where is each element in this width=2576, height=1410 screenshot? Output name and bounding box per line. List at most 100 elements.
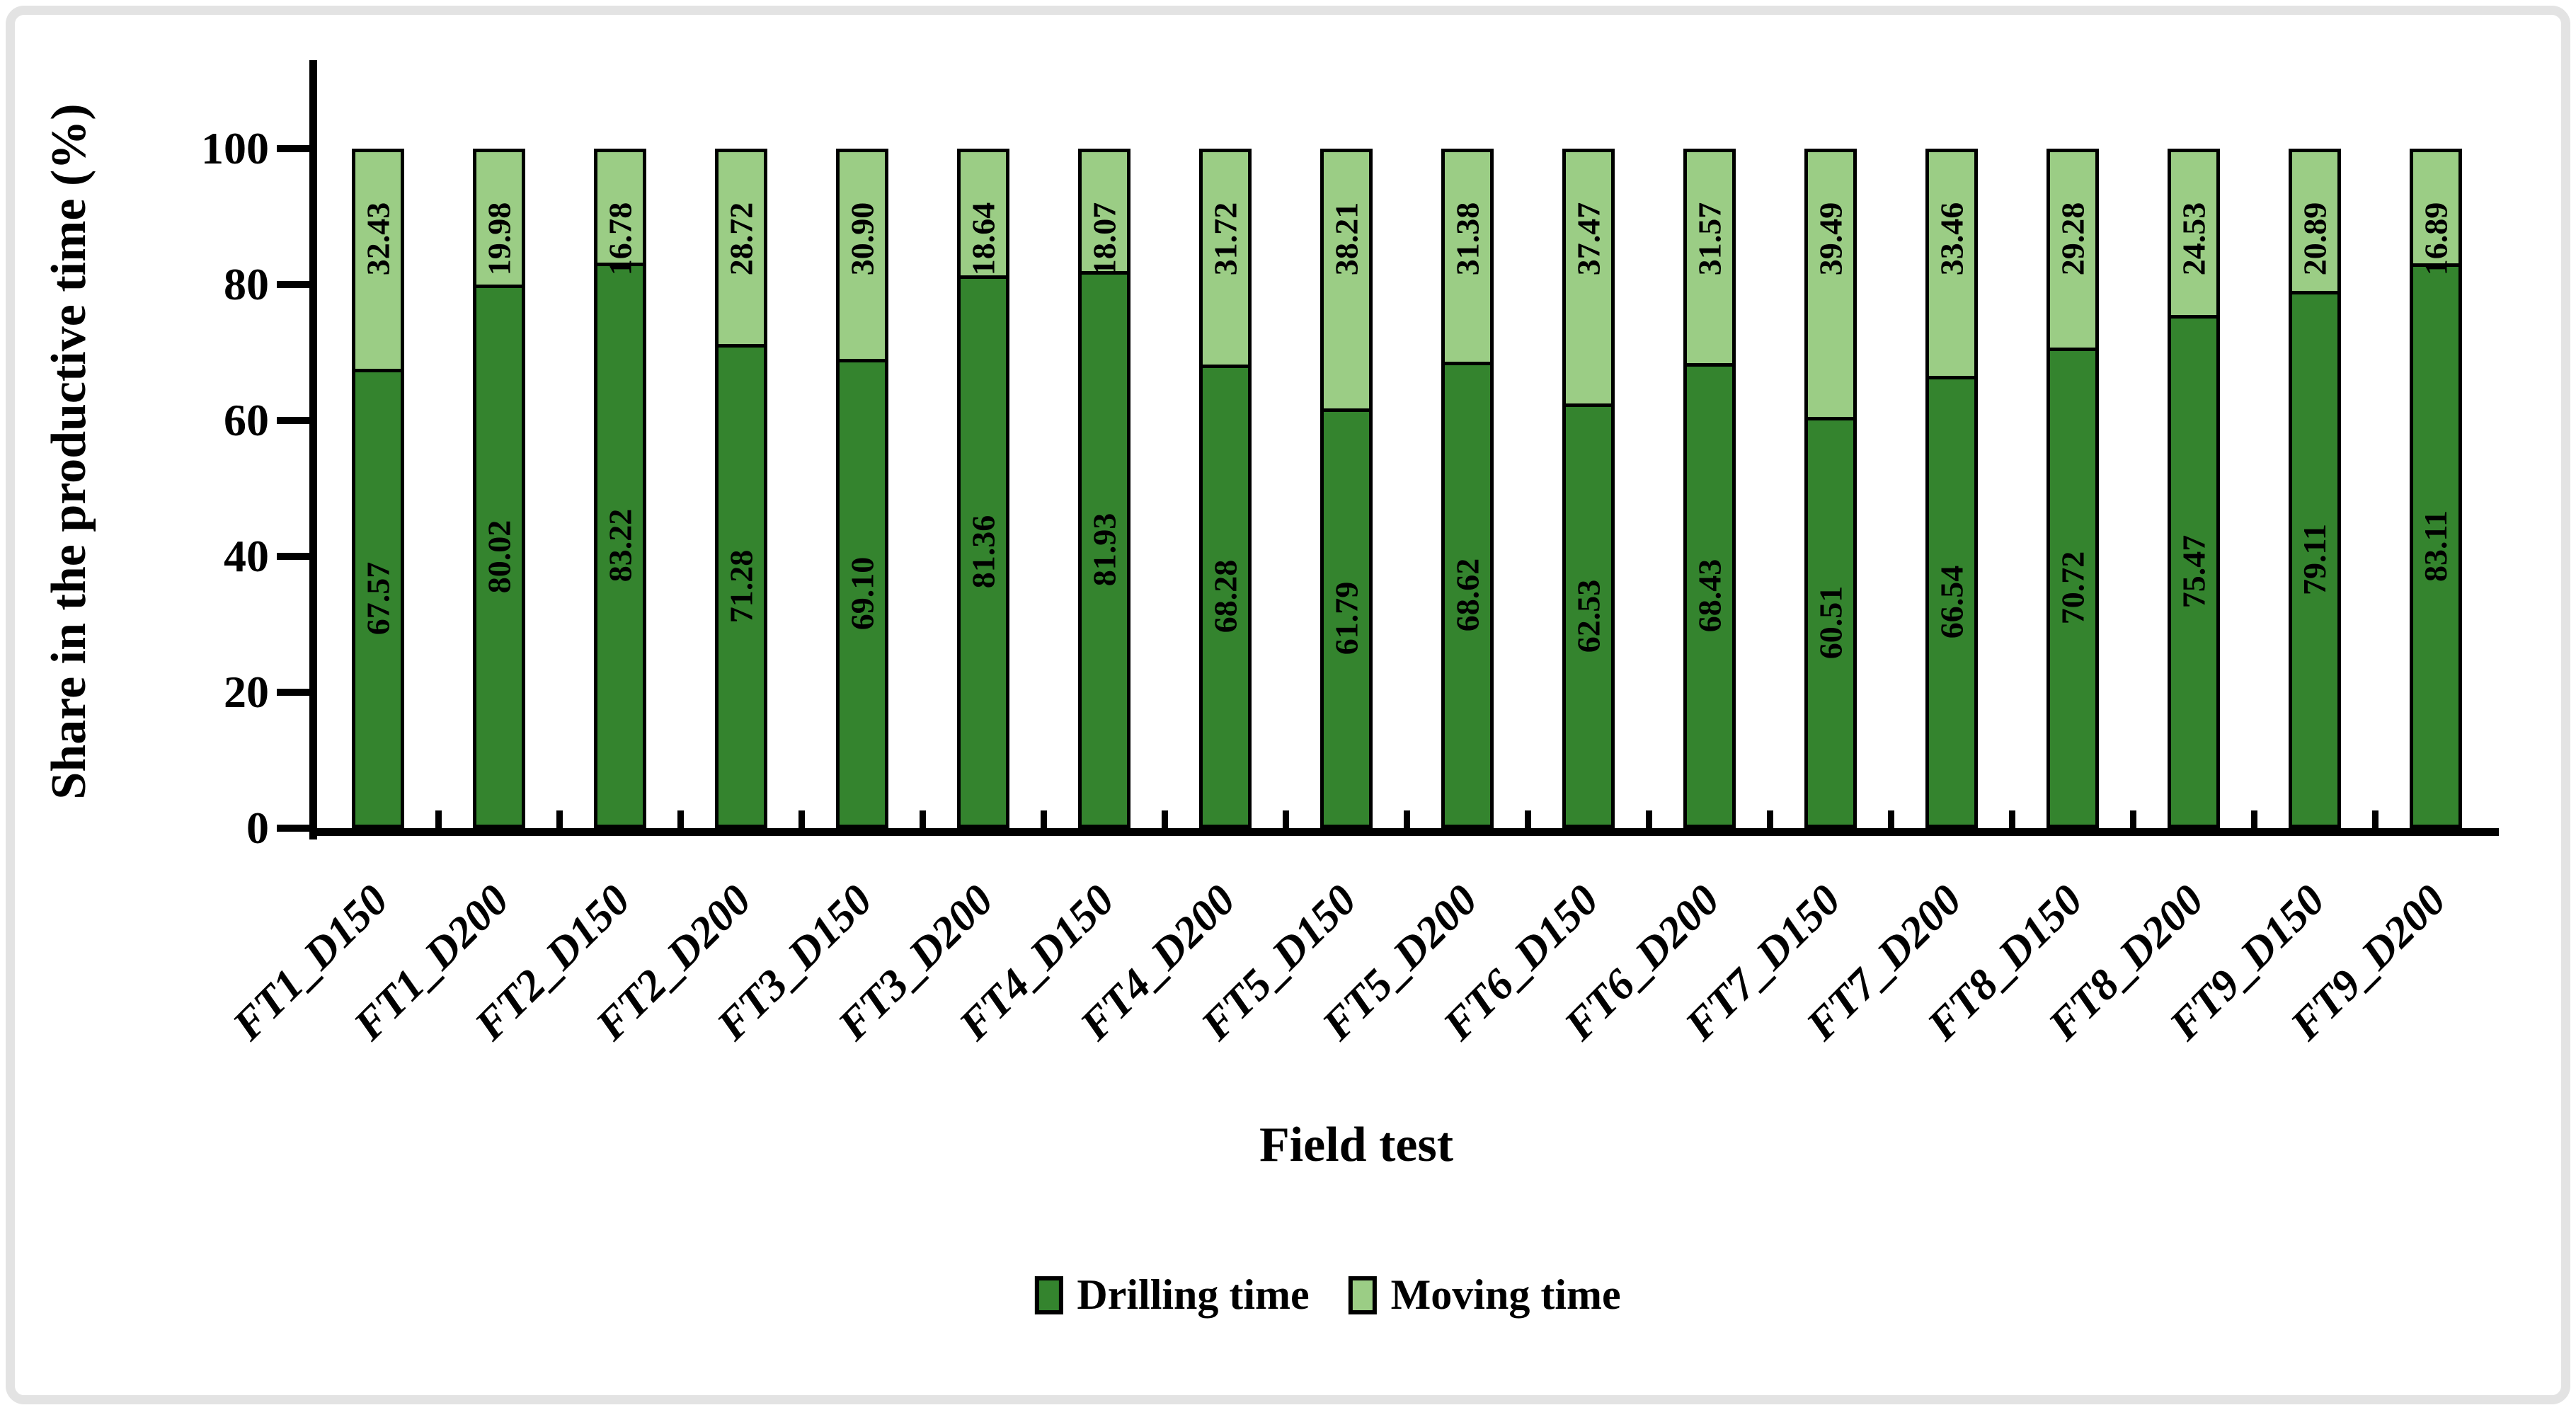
bar-segment-drilling [1925, 376, 1978, 828]
bar-segment-drilling [2167, 315, 2220, 828]
legend-item: Drilling time [1034, 1271, 1310, 1319]
value-label-drilling: 79.11 [2289, 291, 2341, 828]
value-label-text: 18.07 [1086, 202, 1122, 275]
bar-segment-drilling [1804, 417, 1857, 828]
value-label-text: 66.54 [1933, 565, 1969, 639]
y-tick-mark [277, 417, 309, 424]
y-tick-label: 100 [201, 123, 269, 173]
value-label-text: 39.49 [1812, 202, 1848, 275]
value-label-text: 31.57 [1691, 202, 1727, 275]
bar-segment-moving [956, 149, 1009, 275]
stacked-bar: 30.90 69.10 [835, 149, 888, 828]
y-tick-label: 0 [246, 803, 269, 853]
bar-segment-moving [1198, 149, 1252, 365]
value-label-text: 60.51 [1812, 585, 1848, 660]
value-label-drilling: 68.62 [1441, 362, 1494, 828]
value-label-text: 83.11 [2417, 510, 2454, 582]
bar-segment-moving [472, 149, 525, 285]
value-label-text: 20.89 [2296, 202, 2332, 275]
value-label-text: 68.43 [1691, 558, 1727, 633]
value-label-drilling: 66.54 [1925, 376, 1978, 828]
value-label-text: 19.98 [481, 202, 517, 275]
x-tick-mark [2009, 810, 2015, 828]
value-label-text: 31.38 [1449, 202, 1485, 275]
bar-segment-drilling [2046, 348, 2099, 828]
bar-segment-moving [351, 149, 404, 369]
value-label-text: 81.36 [965, 515, 1001, 589]
x-tick-mark [920, 810, 926, 828]
legend-label: Drilling time [1077, 1271, 1310, 1318]
value-label-text: 37.47 [1570, 202, 1606, 275]
y-tick-label: 60 [224, 395, 269, 445]
stacked-bar: 16.89 83.11 [2409, 149, 2462, 828]
value-label-text: 68.28 [1207, 559, 1243, 634]
bar-segment-moving [1320, 149, 1373, 408]
bar-segment-moving [2167, 149, 2220, 315]
value-label-drilling: 62.53 [1562, 403, 1615, 828]
value-label-moving: 38.21 [1320, 157, 1373, 320]
value-label-drilling: 67.57 [352, 369, 404, 828]
value-label-moving: 31.57 [1683, 157, 1736, 320]
value-label-moving: 37.47 [1562, 157, 1615, 320]
value-label-drilling: 83.11 [2410, 263, 2462, 828]
bar-segment-moving [593, 149, 646, 263]
value-label-text: 30.90 [844, 202, 880, 275]
value-label-text: 83.22 [602, 508, 638, 583]
x-axis-line [309, 828, 2499, 836]
x-tick-mark [1525, 810, 1531, 828]
stacked-bar: 24.53 75.47 [2167, 149, 2220, 828]
x-tick-mark [1646, 810, 1652, 828]
bar-segment-drilling [1320, 408, 1373, 828]
bar-segment-drilling [351, 369, 404, 828]
x-tick-mark [556, 810, 563, 828]
bar-segment-moving [1562, 149, 1615, 403]
value-label-drilling: 68.28 [1199, 365, 1252, 828]
stacked-bar: 33.46 66.54 [1925, 149, 1978, 828]
x-tick-mark [1767, 810, 1773, 828]
value-label-drilling: 61.79 [1320, 408, 1373, 828]
value-label-drilling: 81.93 [1078, 271, 1130, 828]
value-label-moving: 33.46 [1925, 157, 1978, 320]
bar-segment-drilling [593, 263, 646, 828]
bar-segment-moving [1804, 149, 1857, 417]
value-label-text: 70.72 [2054, 551, 2090, 625]
value-label-drilling: 75.47 [2168, 315, 2220, 828]
bar-segment-drilling [2288, 291, 2341, 828]
bar-segment-drilling [472, 285, 525, 828]
x-tick-mark [677, 810, 684, 828]
value-label-moving: 28.72 [715, 157, 767, 320]
value-label-drilling: 81.36 [957, 275, 1009, 828]
x-tick-mark [1888, 810, 1894, 828]
value-label-moving: 31.72 [1199, 157, 1252, 320]
value-label-moving: 32.43 [352, 157, 404, 320]
bar-segment-moving [1077, 149, 1130, 271]
value-label-text: 33.46 [1933, 202, 1969, 275]
x-tick-mark [2372, 810, 2378, 828]
x-tick-mark [435, 810, 442, 828]
value-label-text: 81.93 [1086, 512, 1122, 587]
value-label-text: 38.21 [1328, 202, 1364, 275]
value-label-moving: 29.28 [2047, 157, 2099, 320]
value-label-moving: 24.53 [2168, 157, 2220, 320]
bar-segment-moving [2288, 149, 2341, 291]
value-label-drilling: 71.28 [715, 344, 767, 828]
stacked-bar: 38.21 61.79 [1320, 149, 1373, 828]
stacked-bar: 32.43 67.57 [351, 149, 404, 828]
value-label-moving: 31.38 [1441, 157, 1494, 320]
x-tick-mark [1404, 810, 1410, 828]
y-tick-mark [277, 553, 309, 560]
stacked-bar: 39.49 60.51 [1804, 149, 1857, 828]
y-axis-line [309, 60, 317, 839]
value-label-drilling: 68.43 [1683, 363, 1736, 828]
y-tick-label: 40 [224, 531, 269, 581]
value-label-drilling: 60.51 [1804, 417, 1857, 828]
value-label-text: 67.57 [360, 561, 396, 636]
value-label-moving: 39.49 [1804, 157, 1857, 320]
x-tick-mark [798, 810, 805, 828]
y-tick-mark [277, 825, 309, 832]
value-label-moving: 30.90 [836, 157, 888, 320]
y-tick-label: 80 [224, 259, 269, 309]
y-tick-mark [277, 145, 309, 152]
stacked-bar: 31.57 68.43 [1683, 149, 1736, 828]
bar-segment-drilling [1562, 403, 1615, 828]
